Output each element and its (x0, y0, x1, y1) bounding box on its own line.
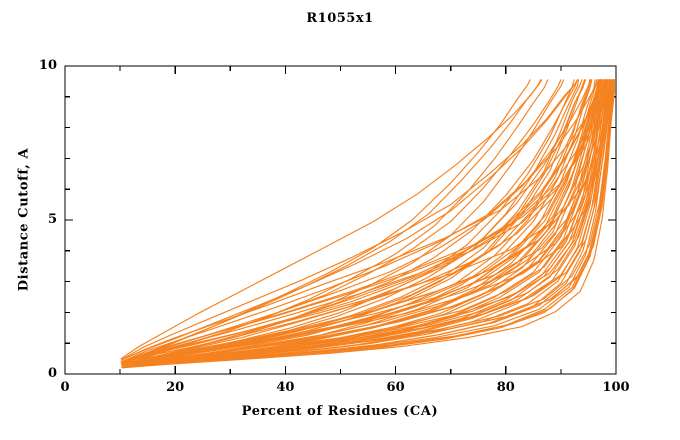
data-curve (122, 79, 549, 366)
data-curve (121, 79, 579, 360)
data-curve (120, 79, 531, 364)
data-curve (121, 79, 586, 365)
axis-layer (64, 65, 617, 375)
chart-title: R1055x1 (306, 11, 374, 26)
data-curve (121, 79, 599, 366)
curve-group (120, 79, 615, 369)
data-curve (124, 79, 613, 362)
y-tick-label: 0 (47, 366, 57, 381)
data-curve (123, 79, 612, 365)
data-curve (125, 79, 606, 365)
data-curve (120, 79, 542, 360)
series-layer (120, 79, 615, 369)
data-curve (122, 79, 613, 365)
y-tick-label: 10 (38, 58, 57, 73)
data-curve (122, 79, 611, 367)
y-tick-label: 5 (47, 212, 57, 227)
data-curve (126, 79, 615, 361)
data-curve (125, 79, 614, 367)
data-curve (121, 79, 607, 361)
data-curve (125, 79, 609, 362)
data-curve (123, 79, 599, 362)
data-curve (122, 79, 562, 363)
x-axis-label: Percent of Residues (CA) (241, 404, 439, 419)
plot-frame (64, 65, 617, 375)
x-tick-label: 100 (602, 380, 630, 395)
data-curve (125, 79, 615, 365)
x-tick-label: 40 (276, 380, 295, 395)
x-tick-label: 20 (166, 380, 185, 395)
x-tick-label: 60 (386, 380, 405, 395)
x-tick-label: 80 (496, 380, 515, 395)
x-tick-label: 0 (60, 380, 70, 395)
data-curve (124, 79, 615, 367)
